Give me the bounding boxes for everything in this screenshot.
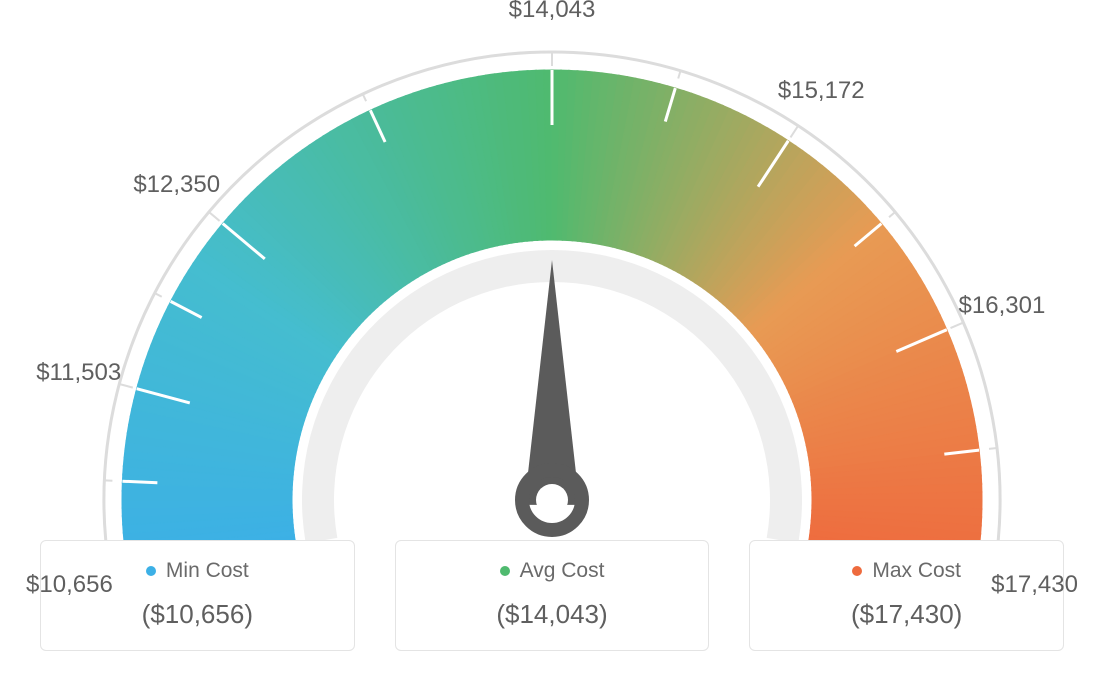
gauge-outline-tick bbox=[209, 212, 220, 221]
gauge-svg bbox=[0, 0, 1104, 540]
legend-dot-avg bbox=[500, 566, 510, 576]
legend-title-avg: Avg Cost bbox=[500, 559, 605, 583]
legend-value-max: ($17,430) bbox=[760, 599, 1053, 630]
legend-value-avg: ($14,043) bbox=[406, 599, 699, 630]
gauge-container: $10,656$11,503$12,350$14,043$15,172$16,3… bbox=[0, 0, 1104, 540]
gauge-outline-tick bbox=[119, 384, 133, 388]
gauge-outline-tick bbox=[889, 212, 895, 217]
legend-dot-max bbox=[852, 566, 862, 576]
legend-row: Min Cost ($10,656) Avg Cost ($14,043) Ma… bbox=[0, 540, 1104, 651]
legend-title-max-text: Max Cost bbox=[872, 559, 961, 583]
legend-title-min-text: Min Cost bbox=[166, 559, 249, 583]
gauge-outline-tick bbox=[363, 94, 366, 101]
legend-title-min: Min Cost bbox=[146, 559, 249, 583]
gauge-tick-label: $14,043 bbox=[509, 0, 596, 24]
gauge-outline-tick bbox=[951, 323, 964, 329]
legend-title-max: Max Cost bbox=[852, 559, 961, 583]
legend-value-min: ($10,656) bbox=[51, 599, 344, 630]
gauge-tick-label: $11,503 bbox=[36, 359, 121, 387]
gauge-needle-hub-inner bbox=[536, 484, 568, 516]
gauge-tick-label: $12,350 bbox=[133, 171, 220, 199]
gauge-tick-label: $10,656 bbox=[26, 571, 113, 599]
gauge-outline-tick bbox=[989, 448, 997, 449]
gauge-outline-tick bbox=[155, 293, 162, 297]
gauge-tick-label: $15,172 bbox=[778, 77, 865, 105]
gauge-outline-tick bbox=[678, 71, 680, 79]
gauge-outline-tick bbox=[790, 126, 798, 138]
gauge-tick-label: $17,430 bbox=[991, 571, 1078, 599]
gauge-tick-minor bbox=[122, 481, 157, 483]
gauge-tick-label: $16,301 bbox=[959, 292, 1046, 320]
legend-dot-min bbox=[146, 566, 156, 576]
legend-card-avg: Avg Cost ($14,043) bbox=[395, 540, 710, 651]
legend-title-avg-text: Avg Cost bbox=[520, 559, 605, 583]
